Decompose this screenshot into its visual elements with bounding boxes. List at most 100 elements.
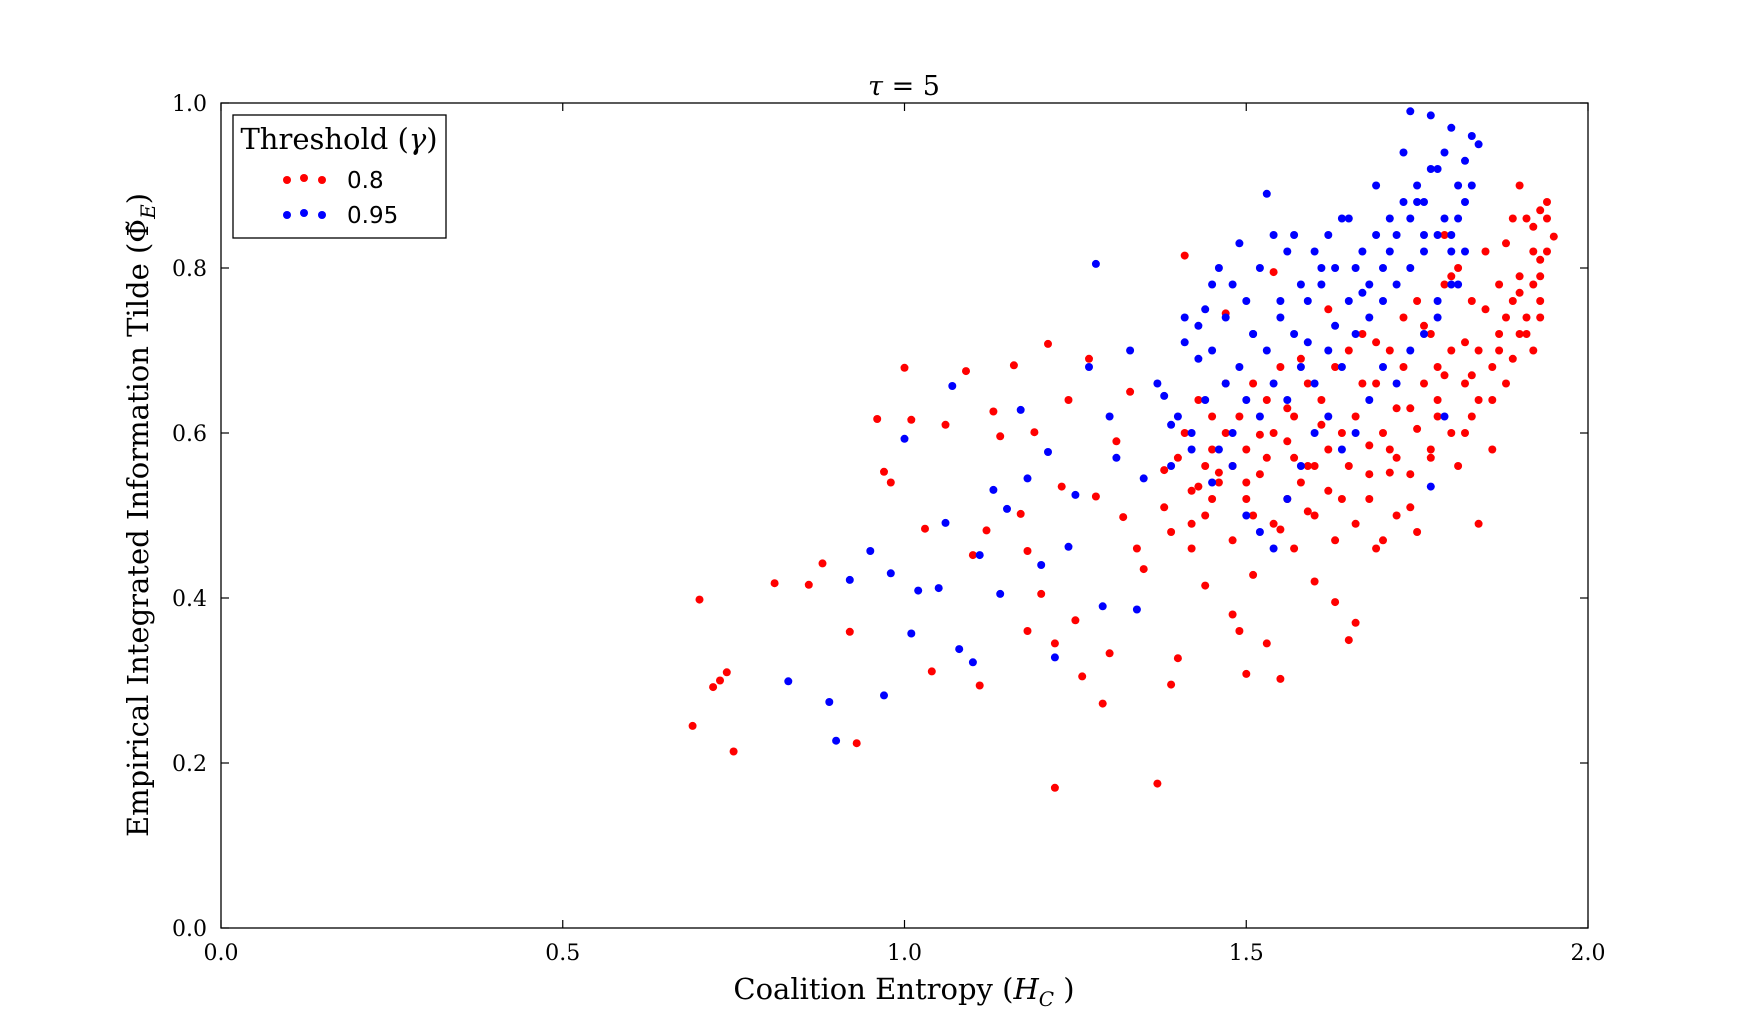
data-point-0.95 <box>1242 396 1251 404</box>
data-point-0.95 <box>1426 111 1435 120</box>
data-point-0.95 <box>1392 379 1401 388</box>
data-point-0.95 <box>1064 542 1073 551</box>
y-tick-label: 0.2 <box>172 752 207 777</box>
data-point-0.95 <box>1372 181 1381 190</box>
data-point-0.95 <box>1379 363 1387 371</box>
data-point-0.8 <box>927 667 936 676</box>
data-point-0.8 <box>1440 231 1449 239</box>
data-point-0.95 <box>1296 280 1305 289</box>
data-point-0.8 <box>1276 363 1285 371</box>
data-point-0.8 <box>1255 470 1264 479</box>
data-point-0.95 <box>1132 605 1141 614</box>
data-point-0.95 <box>1283 396 1292 404</box>
data-point-0.8 <box>975 681 984 690</box>
data-point-0.8 <box>1201 581 1210 590</box>
data-point-0.95 <box>1433 313 1442 322</box>
data-point-0.95 <box>1242 511 1251 520</box>
data-point-0.8 <box>770 579 779 588</box>
data-point-0.8 <box>1194 482 1203 491</box>
data-point-0.95 <box>1201 396 1210 404</box>
data-point-0.8 <box>1413 424 1422 433</box>
data-point-0.95 <box>1290 231 1299 239</box>
data-point-0.95 <box>1440 412 1449 421</box>
data-point-0.8 <box>1495 280 1504 289</box>
data-point-0.95 <box>1365 313 1374 322</box>
data-point-0.8 <box>1447 346 1456 355</box>
data-point-0.8 <box>1543 214 1551 223</box>
data-point-0.95 <box>1242 297 1251 305</box>
data-point-0.8 <box>729 747 738 756</box>
data-point-0.8 <box>962 367 970 376</box>
data-point-0.95 <box>1399 148 1408 157</box>
data-point-0.8 <box>1406 470 1415 479</box>
data-point-0.8 <box>1132 544 1141 553</box>
data-point-0.95 <box>900 434 909 443</box>
data-point-0.8 <box>1351 618 1360 627</box>
y-axis-label: Empirical Integrated Information Tilde (… <box>121 193 160 837</box>
data-point-0.8 <box>1187 486 1196 495</box>
data-point-0.8 <box>1488 445 1497 454</box>
data-point-0.8 <box>1467 371 1476 380</box>
data-point-0.95 <box>1331 321 1340 330</box>
data-point-0.8 <box>1536 313 1545 322</box>
data-point-0.8 <box>1262 396 1271 404</box>
data-point-0.8 <box>1372 338 1381 347</box>
data-point-0.8 <box>1262 453 1271 462</box>
data-point-0.95 <box>825 698 834 706</box>
data-point-0.8 <box>1167 528 1176 536</box>
data-point-0.95 <box>1262 346 1271 355</box>
data-point-0.95 <box>1208 478 1217 487</box>
data-point-0.8 <box>1310 577 1319 586</box>
data-point-0.95 <box>1173 412 1182 421</box>
data-point-0.8 <box>1296 478 1305 487</box>
data-point-0.8 <box>1242 495 1251 503</box>
data-point-0.95 <box>1385 247 1394 256</box>
data-point-0.95 <box>1228 280 1237 289</box>
data-point-0.95 <box>1208 346 1217 355</box>
data-point-0.95 <box>1044 448 1052 456</box>
data-point-0.8 <box>989 407 998 416</box>
data-point-0.8 <box>1420 321 1428 330</box>
data-point-0.8 <box>1324 486 1333 495</box>
data-point-0.95 <box>1214 264 1223 272</box>
data-point-0.8 <box>1242 669 1251 678</box>
data-point-0.8 <box>1433 363 1442 371</box>
data-point-0.8 <box>1044 339 1052 348</box>
data-point-0.8 <box>709 683 718 692</box>
data-point-0.95 <box>1310 379 1319 388</box>
data-point-0.8 <box>1009 361 1018 370</box>
data-point-0.8 <box>1413 297 1422 305</box>
data-point-0.95 <box>989 485 998 494</box>
data-point-0.8 <box>1372 544 1381 553</box>
data-point-0.8 <box>845 627 854 636</box>
data-point-0.95 <box>1167 420 1176 429</box>
data-point-0.95 <box>1023 474 1032 483</box>
data-point-0.8 <box>1235 627 1244 635</box>
data-point-0.8 <box>1303 507 1312 516</box>
data-point-0.8 <box>1399 363 1408 371</box>
data-point-0.8 <box>1310 462 1319 470</box>
data-point-0.95 <box>1467 181 1476 190</box>
data-point-0.8 <box>1344 462 1353 470</box>
data-point-0.95 <box>1269 231 1278 239</box>
data-point-0.95 <box>1406 264 1415 272</box>
data-point-0.8 <box>852 739 861 748</box>
data-point-0.8 <box>1242 445 1251 454</box>
data-point-0.95 <box>914 586 923 595</box>
data-point-0.8 <box>1290 544 1299 553</box>
x-tick-label: 0.0 <box>204 941 239 966</box>
data-point-0.8 <box>1105 649 1114 658</box>
data-point-0.8 <box>1502 313 1510 322</box>
data-point-0.8 <box>1392 511 1401 520</box>
data-point-0.8 <box>1358 379 1367 388</box>
data-point-0.8 <box>1098 699 1107 708</box>
data-point-0.95 <box>886 569 895 578</box>
data-point-0.8 <box>1392 404 1401 413</box>
data-point-0.8 <box>1249 379 1258 388</box>
data-point-0.8 <box>1249 511 1258 520</box>
data-point-0.95 <box>1344 214 1353 223</box>
data-point-0.8 <box>1515 288 1524 297</box>
data-point-0.8 <box>716 676 724 685</box>
data-point-0.8 <box>1276 674 1285 683</box>
data-point-0.95 <box>1324 412 1333 421</box>
